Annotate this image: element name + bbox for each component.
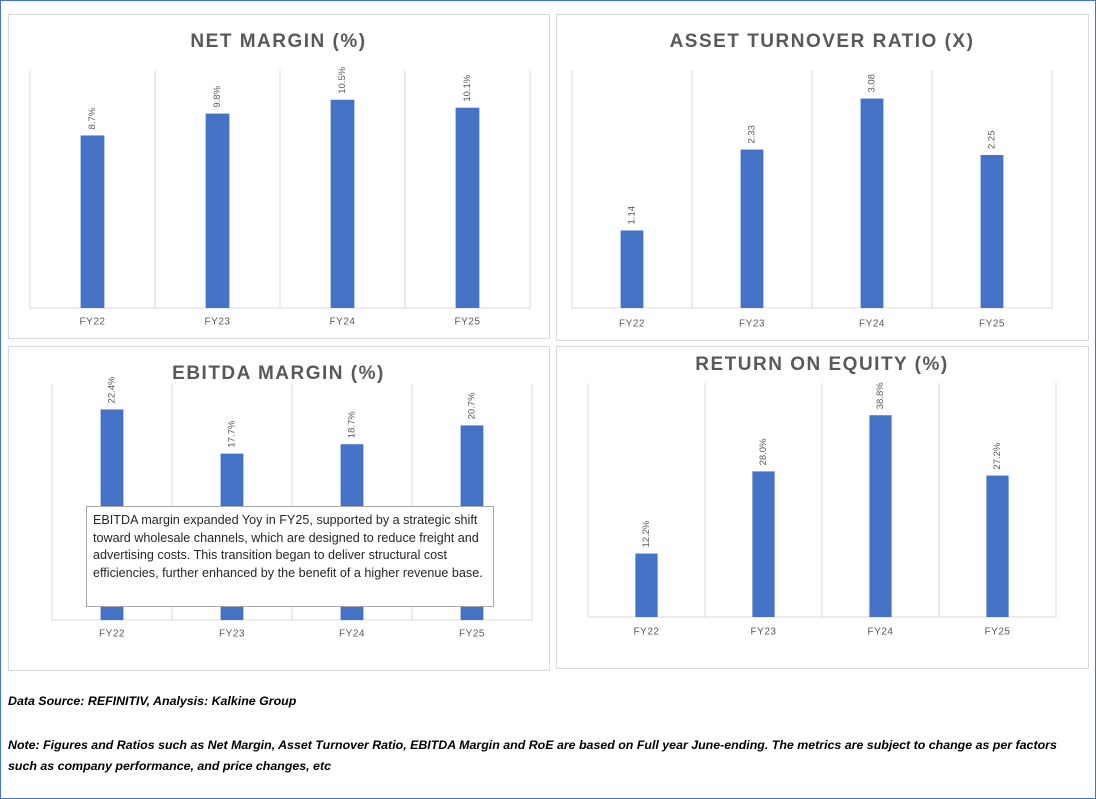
value-label: 2.25 [987, 131, 998, 150]
x-tick-label: FY25 [455, 317, 481, 328]
bar [986, 475, 1009, 617]
chart-title: RETURN ON EQUITY (%) [695, 354, 948, 375]
bar [752, 471, 775, 617]
value-label: 3.08 [867, 74, 878, 93]
value-label: 20.7% [467, 392, 478, 419]
bar [330, 99, 355, 308]
chart-title: NET MARGIN (%) [190, 31, 366, 52]
x-tick-label: FY23 [219, 629, 245, 640]
bar [80, 135, 105, 308]
value-label: 10.5% [337, 66, 348, 93]
bar [455, 107, 480, 308]
x-tick-label: FY23 [751, 627, 777, 638]
x-tick-label: FY24 [868, 627, 894, 638]
bar [980, 155, 1004, 308]
bar [740, 149, 764, 308]
x-tick-label: FY23 [739, 319, 765, 330]
value-label: 2.33 [747, 125, 758, 144]
x-tick-label: FY25 [459, 629, 485, 640]
x-tick-label: FY25 [979, 319, 1005, 330]
value-label: 38.8% [875, 382, 886, 409]
value-label: 9.8% [212, 85, 223, 107]
x-tick-label: FY23 [205, 317, 231, 328]
bar [860, 98, 884, 308]
x-tick-label: FY22 [619, 319, 645, 330]
x-tick-label: FY25 [985, 627, 1011, 638]
chart-title: EBITDA MARGIN (%) [172, 363, 385, 384]
annotation: EBITDA margin expanded Yoy in FY25, supp… [86, 506, 494, 607]
value-label: 10.1% [462, 74, 473, 101]
value-label: 17.7% [227, 420, 238, 447]
bar [620, 230, 644, 308]
bar [205, 113, 230, 308]
x-tick-label: FY22 [99, 629, 125, 640]
x-tick-label: FY24 [330, 317, 356, 328]
value-label: 22.4% [107, 376, 118, 403]
x-tick-label: FY24 [339, 629, 365, 640]
value-label: 8.7% [87, 107, 98, 129]
value-label: 18.7% [347, 411, 358, 438]
note: Note: Figures and Ratios such as Net Mar… [8, 738, 1057, 773]
chart-title: ASSET TURNOVER RATIO (X) [670, 31, 975, 52]
value-label: 1.14 [627, 206, 638, 225]
bar [869, 415, 892, 617]
x-tick-label: FY22 [634, 627, 660, 638]
value-label: 28.0% [758, 438, 769, 465]
value-label: 27.2% [992, 442, 1003, 469]
value-label: 12.2% [641, 520, 652, 547]
source: Data Source: REFINITIV, Analysis: Kalkin… [8, 694, 297, 708]
x-tick-label: FY22 [80, 317, 106, 328]
x-tick-label: FY24 [859, 319, 885, 330]
bar [635, 553, 658, 617]
